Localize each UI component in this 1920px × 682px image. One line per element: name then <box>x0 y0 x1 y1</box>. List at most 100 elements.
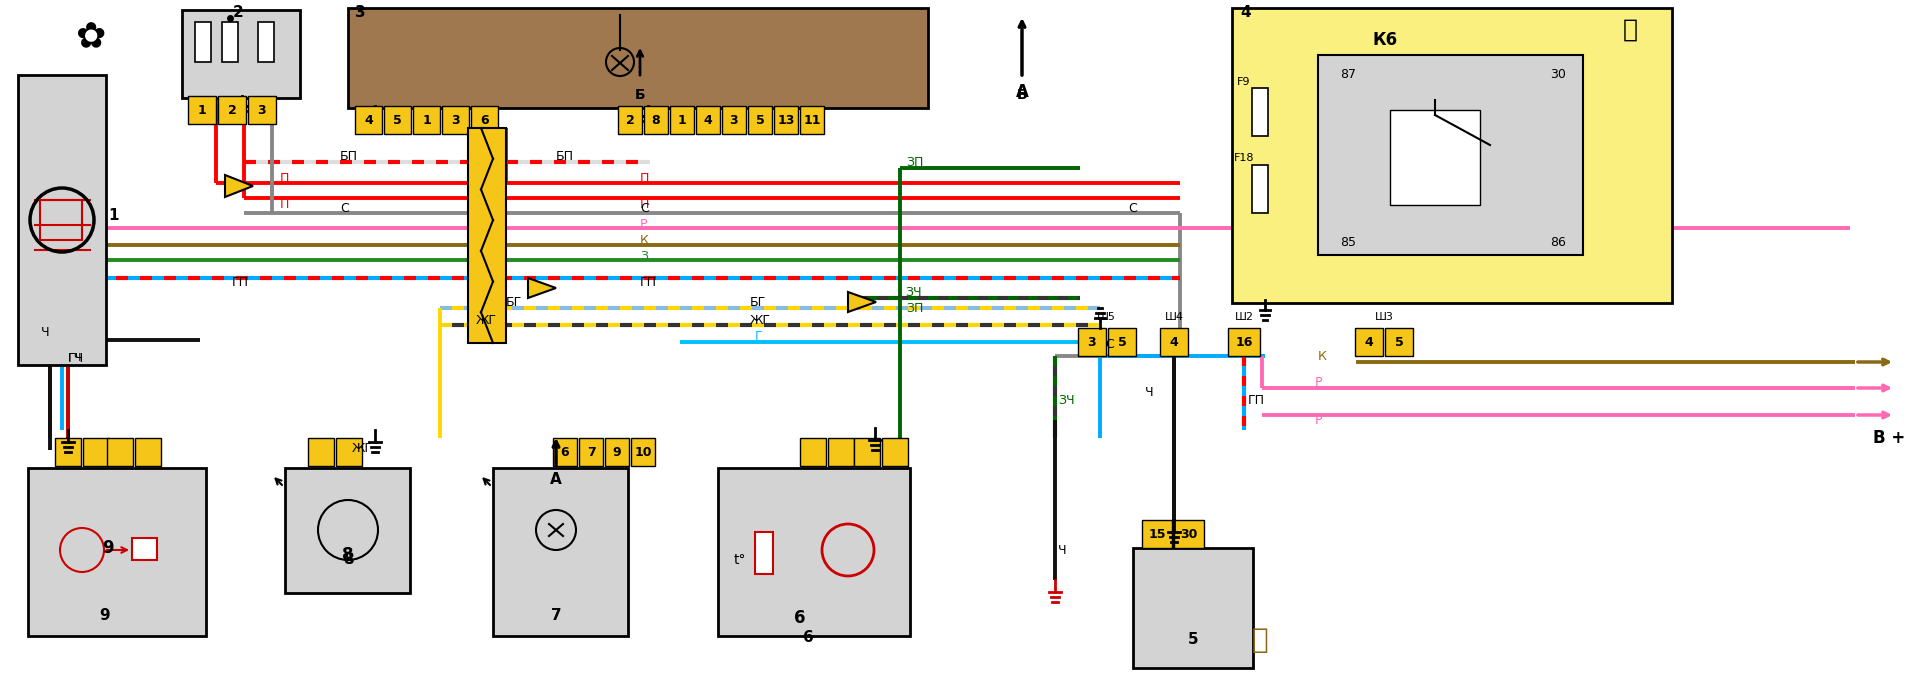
Text: П: П <box>639 198 649 211</box>
Bar <box>1252 165 1267 213</box>
Text: t°: t° <box>733 553 747 567</box>
Bar <box>1142 520 1171 548</box>
Text: ЗП: ЗП <box>906 156 924 170</box>
Bar <box>881 438 908 466</box>
Text: Р: Р <box>1315 376 1323 389</box>
Bar <box>470 106 497 134</box>
Text: Ш3: Ш3 <box>1375 312 1394 322</box>
Bar <box>755 532 774 574</box>
Text: 85: 85 <box>1340 235 1356 248</box>
Bar <box>1077 328 1106 356</box>
Bar <box>1133 548 1254 668</box>
Bar <box>336 438 363 466</box>
Text: 5: 5 <box>1188 632 1198 647</box>
Text: 87: 87 <box>1340 68 1356 82</box>
Text: Г: Г <box>755 331 762 344</box>
Text: 86: 86 <box>1549 235 1567 248</box>
Text: 1: 1 <box>678 113 685 126</box>
Text: 7: 7 <box>588 445 595 458</box>
Bar <box>182 10 300 98</box>
Bar <box>695 106 720 134</box>
Bar <box>1173 520 1204 548</box>
Text: 8: 8 <box>342 546 353 564</box>
Bar <box>801 438 826 466</box>
Text: Ч: Ч <box>1144 385 1154 398</box>
Text: С: С <box>340 203 349 216</box>
Bar <box>219 96 246 124</box>
Text: F18: F18 <box>1235 153 1254 163</box>
Bar <box>774 106 799 134</box>
Text: 10: 10 <box>634 445 651 458</box>
Text: БП: БП <box>340 151 357 164</box>
Text: 15: 15 <box>1148 527 1165 541</box>
Text: Ч: Ч <box>42 325 50 338</box>
Text: ГП: ГП <box>232 276 250 288</box>
Bar <box>1233 8 1672 303</box>
Text: ГЧ: ГЧ <box>67 351 84 364</box>
Text: 🔑: 🔑 <box>1622 18 1638 42</box>
Text: Р: Р <box>1315 413 1323 426</box>
Text: Б: Б <box>636 88 645 102</box>
Text: 6: 6 <box>803 630 814 645</box>
Bar <box>580 438 603 466</box>
Text: ЖГ: ЖГ <box>476 314 497 327</box>
Bar <box>284 468 411 593</box>
Bar <box>854 438 879 466</box>
Text: ЖГ: ЖГ <box>751 314 772 327</box>
Text: В +: В + <box>1872 429 1905 447</box>
Text: ✿: ✿ <box>75 21 106 55</box>
Text: 5: 5 <box>394 113 401 126</box>
Text: 1: 1 <box>422 113 430 126</box>
Bar <box>1108 328 1137 356</box>
Polygon shape <box>225 175 253 197</box>
Text: П: П <box>280 171 290 185</box>
Bar <box>468 128 507 343</box>
Bar <box>307 438 334 466</box>
Polygon shape <box>528 278 557 298</box>
Polygon shape <box>849 292 876 312</box>
Bar <box>618 106 641 134</box>
Text: Б: Б <box>1018 88 1027 102</box>
Bar <box>413 106 440 134</box>
Text: 16: 16 <box>1235 336 1252 349</box>
Text: 9: 9 <box>102 539 113 557</box>
Bar <box>749 106 772 134</box>
Text: ГЧ: ГЧ <box>67 353 83 363</box>
Text: А: А <box>551 472 563 487</box>
Text: А: А <box>1016 83 1029 101</box>
Text: 1: 1 <box>198 104 205 117</box>
Bar <box>801 106 824 134</box>
Bar <box>108 438 132 466</box>
Text: 3: 3 <box>451 113 459 126</box>
Bar <box>828 438 854 466</box>
Text: 4: 4 <box>1365 336 1373 349</box>
Text: 5: 5 <box>756 113 764 126</box>
Bar <box>188 96 215 124</box>
Text: П: П <box>639 171 649 185</box>
Bar <box>29 468 205 636</box>
Text: 3: 3 <box>355 5 365 20</box>
Bar <box>718 468 910 636</box>
Bar <box>442 106 468 134</box>
Text: ЗП: ЗП <box>906 301 924 314</box>
Bar <box>355 106 382 134</box>
Text: С: С <box>639 203 649 216</box>
Text: 4: 4 <box>1169 336 1179 349</box>
Text: Ш4: Ш4 <box>1165 312 1183 322</box>
Text: 6: 6 <box>795 609 806 627</box>
Bar <box>134 438 161 466</box>
Text: Ч: Ч <box>1058 544 1068 557</box>
Bar <box>1252 88 1267 136</box>
Bar <box>40 200 83 240</box>
Text: 1: 1 <box>108 207 119 222</box>
Text: 5: 5 <box>1394 336 1404 349</box>
Text: К: К <box>639 235 649 248</box>
Bar <box>223 22 238 62</box>
Text: 9: 9 <box>100 608 109 623</box>
Text: 3: 3 <box>1089 336 1096 349</box>
Bar <box>722 106 747 134</box>
Bar <box>1356 328 1382 356</box>
Bar <box>632 438 655 466</box>
Text: 🔑: 🔑 <box>1252 626 1269 654</box>
Text: К6: К6 <box>1373 31 1398 49</box>
